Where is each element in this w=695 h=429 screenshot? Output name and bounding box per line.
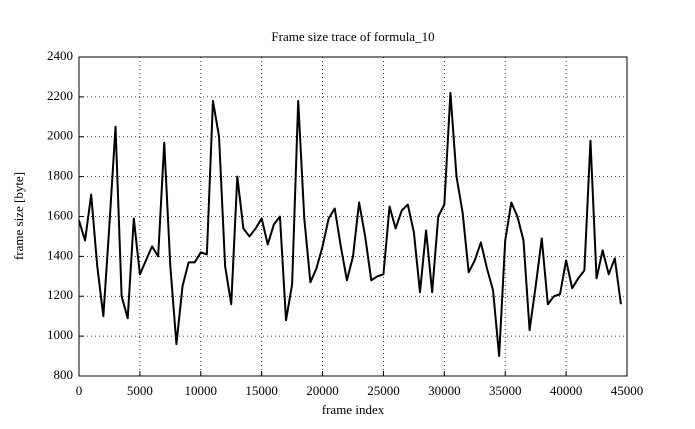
- chart-title: Frame size trace of formula_10: [271, 29, 434, 44]
- y-axis-label: frame size [byte]: [11, 172, 26, 260]
- plot-frame: [78, 56, 628, 377]
- y-tick-label: 800: [54, 367, 74, 382]
- data-line: [78, 91, 622, 358]
- x-tick-label: 15000: [245, 383, 278, 398]
- y-tick-label: 2000: [47, 128, 73, 143]
- x-tick-label: 10000: [185, 383, 218, 398]
- y-tick-label: 1800: [47, 168, 73, 183]
- y-tick-label: 1600: [47, 207, 73, 222]
- y-tick-label: 1200: [47, 287, 73, 302]
- y-tick-label: 2200: [47, 88, 73, 103]
- x-tick-label: 0: [76, 383, 83, 398]
- x-tick-label: 45000: [611, 383, 644, 398]
- y-tick-label: 1400: [47, 247, 73, 262]
- y-tick-label: 2400: [47, 48, 73, 63]
- x-tick-label: 20000: [306, 383, 339, 398]
- x-tick-label: 40000: [550, 383, 583, 398]
- x-tick-label: 35000: [489, 383, 522, 398]
- x-tick-label: 30000: [428, 383, 461, 398]
- x-axis-label: frame index: [322, 402, 385, 417]
- x-tick-label: 5000: [127, 383, 153, 398]
- x-tick-label: 25000: [367, 383, 400, 398]
- y-tick-label: 1000: [47, 327, 73, 342]
